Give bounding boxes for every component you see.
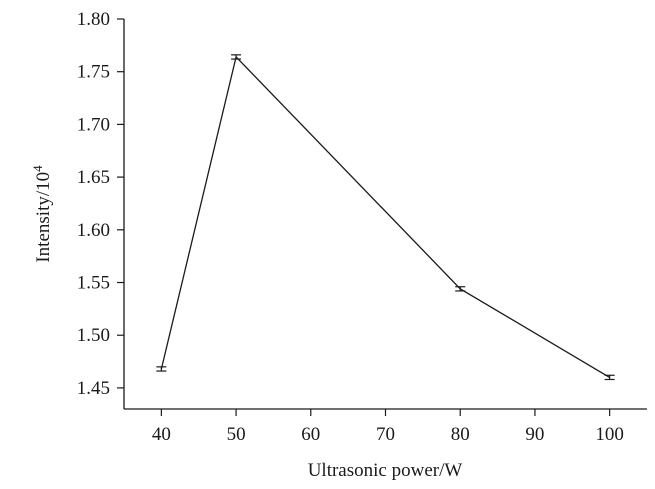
x-axis-ticks: 40 50 60 70 80 90 100 xyxy=(152,409,624,445)
y-tick-label: 1.65 xyxy=(77,167,110,188)
x-tick-label: 50 xyxy=(227,424,246,445)
x-tick-label: 70 xyxy=(376,424,395,445)
y-axis-ticks: 1.45 1.50 1.55 1.60 1.65 1.70 1.75 1.80 xyxy=(77,9,124,399)
y-tick-label: 1.50 xyxy=(77,325,110,346)
series-line xyxy=(160,55,610,378)
y-tick-label: 1.55 xyxy=(77,273,110,294)
y-tick-label: 1.45 xyxy=(77,378,110,399)
y-axis-label: Intensity/104 xyxy=(30,165,54,263)
y-tick-label: 1.60 xyxy=(77,220,110,241)
x-tick-label: 90 xyxy=(525,424,544,445)
y-tick-label: 1.75 xyxy=(77,62,110,83)
y-axis-label-exponent: 4 xyxy=(30,165,45,172)
x-axis-label: Ultrasonic power/W xyxy=(308,460,463,481)
y-tick-label: 1.80 xyxy=(77,9,110,30)
x-tick-label: 60 xyxy=(301,424,320,445)
y-tick-label: 1.70 xyxy=(77,114,110,135)
x-tick-label: 100 xyxy=(595,424,624,445)
x-tick-label: 80 xyxy=(451,424,470,445)
axes xyxy=(123,19,647,410)
plot-area xyxy=(156,54,615,381)
x-tick-label: 40 xyxy=(152,424,171,445)
y-axis-label-base: Intensity/10 xyxy=(33,172,54,263)
